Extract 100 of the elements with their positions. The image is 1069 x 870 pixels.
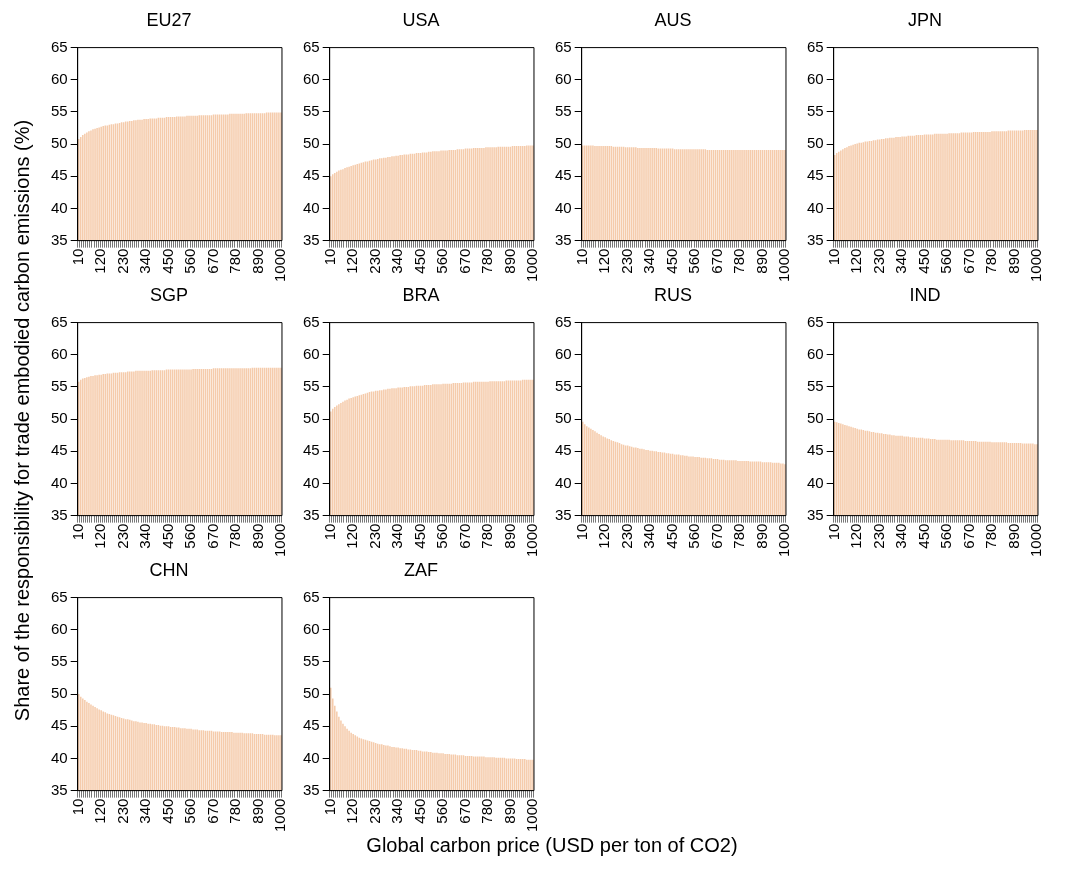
x-tick-label: 560: [433, 248, 451, 274]
chart-title: IND: [909, 284, 941, 305]
x-tick-label: 890: [500, 248, 518, 274]
x-tick-label: 670: [203, 523, 221, 549]
y-tick-label: 65: [51, 312, 68, 330]
y-tick-label: 40: [303, 198, 320, 216]
x-tick-label: 670: [455, 523, 473, 549]
x-tick-label: 670: [707, 523, 725, 549]
y-tick-label: 60: [51, 344, 68, 362]
y-tick-label: 65: [51, 37, 68, 55]
x-tick-label: 670: [203, 248, 221, 274]
x-tick-label: 780: [478, 523, 496, 549]
y-tick-label: 60: [303, 344, 320, 362]
y-tick-label: 40: [303, 473, 320, 491]
x-tick-label: 560: [181, 248, 199, 274]
x-tick-label: 890: [248, 248, 266, 274]
x-tick-label: 340: [136, 248, 154, 274]
x-tick-label: 670: [455, 248, 473, 274]
y-tick-label: 50: [51, 409, 68, 427]
y-tick-label: 55: [303, 102, 320, 120]
x-tick-label: 230: [869, 248, 887, 274]
x-tick-label: 1000: [523, 523, 541, 558]
x-tick-label: 780: [478, 248, 496, 274]
x-tick-label: 120: [343, 248, 361, 274]
y-tick-label: 60: [807, 69, 824, 87]
x-tick-label: 450: [410, 798, 428, 824]
y-axis-title: Share of the responsibility for trade embodied carbon emissions (%): [11, 119, 35, 722]
x-tick-label: 670: [707, 248, 725, 274]
x-tick-label: 1000: [775, 523, 793, 558]
y-tick-label: 50: [303, 134, 320, 152]
y-tick-label: 40: [303, 748, 320, 766]
y-tick-label: 60: [51, 619, 68, 637]
chart-title: JPN: [907, 9, 943, 30]
x-tick-label: 120: [595, 523, 613, 549]
x-tick-label: 780: [730, 248, 748, 274]
x-tick-label: 10: [824, 248, 842, 266]
x-tick-label: 780: [226, 798, 244, 824]
y-tick-label: 55: [303, 652, 320, 670]
y-tick-label: 45: [555, 166, 572, 184]
y-tick-label: 45: [807, 166, 824, 184]
x-tick-label: 560: [685, 523, 703, 549]
x-tick-label: 450: [410, 523, 428, 549]
y-tick-label: 50: [807, 409, 824, 427]
y-tick-label: 50: [303, 409, 320, 427]
x-tick-label: 120: [343, 523, 361, 549]
x-tick-label: 230: [365, 248, 383, 274]
y-tick-label: 35: [51, 780, 68, 798]
y-tick-label: 60: [807, 344, 824, 362]
x-tick-label: 890: [248, 798, 266, 824]
y-tick-label: 65: [51, 587, 68, 605]
x-tick-label: 560: [433, 798, 451, 824]
x-tick-label: 450: [914, 248, 932, 274]
y-tick-label: 55: [303, 377, 320, 395]
y-tick-label: 50: [303, 684, 320, 702]
x-tick-label: 670: [203, 798, 221, 824]
x-tick-label: 780: [982, 248, 1000, 274]
chart-title: SGP: [149, 284, 189, 305]
y-tick-label: 35: [303, 505, 320, 523]
x-tick-label: 230: [617, 248, 635, 274]
y-tick-label: 35: [555, 230, 572, 248]
y-tick-label: 60: [51, 69, 68, 87]
y-tick-label: 35: [807, 505, 824, 523]
x-tick-label: 890: [1004, 248, 1022, 274]
x-tick-label: 10: [68, 798, 86, 816]
y-tick-label: 50: [555, 409, 572, 427]
y-tick-label: 50: [51, 134, 68, 152]
x-tick-label: 560: [433, 523, 451, 549]
x-tick-label: 1000: [271, 798, 289, 833]
x-tick-label: 230: [365, 523, 383, 549]
x-tick-label: 780: [478, 798, 496, 824]
x-tick-label: 10: [68, 248, 86, 266]
x-tick-label: 120: [91, 523, 109, 549]
x-tick-label: 1000: [271, 523, 289, 558]
y-tick-label: 35: [807, 230, 824, 248]
x-tick-label: 560: [181, 523, 199, 549]
x-tick-label: 780: [226, 523, 244, 549]
x-tick-label: 230: [113, 523, 131, 549]
x-tick-label: 10: [68, 523, 86, 541]
x-tick-label: 890: [500, 798, 518, 824]
x-tick-label: 560: [937, 248, 955, 274]
x-tick-label: 10: [320, 523, 338, 541]
x-tick-label: 120: [847, 523, 865, 549]
y-tick-label: 55: [807, 102, 824, 120]
x-tick-label: 340: [640, 248, 658, 274]
x-tick-label: 890: [500, 523, 518, 549]
chart-title: RUS: [653, 284, 693, 305]
chart-title: USA: [402, 9, 440, 30]
y-tick-label: 55: [51, 102, 68, 120]
x-tick-label: 230: [113, 798, 131, 824]
x-tick-label: 340: [136, 798, 154, 824]
x-tick-label: 450: [158, 523, 176, 549]
chart-title: CHN: [149, 559, 189, 580]
y-tick-label: 35: [51, 505, 68, 523]
x-tick-label: 890: [1004, 523, 1022, 549]
x-tick-label: 780: [730, 523, 748, 549]
x-tick-label: 230: [365, 798, 383, 824]
y-tick-label: 65: [303, 312, 320, 330]
y-tick-label: 65: [807, 312, 824, 330]
y-tick-label: 40: [51, 473, 68, 491]
y-tick-label: 65: [303, 587, 320, 605]
